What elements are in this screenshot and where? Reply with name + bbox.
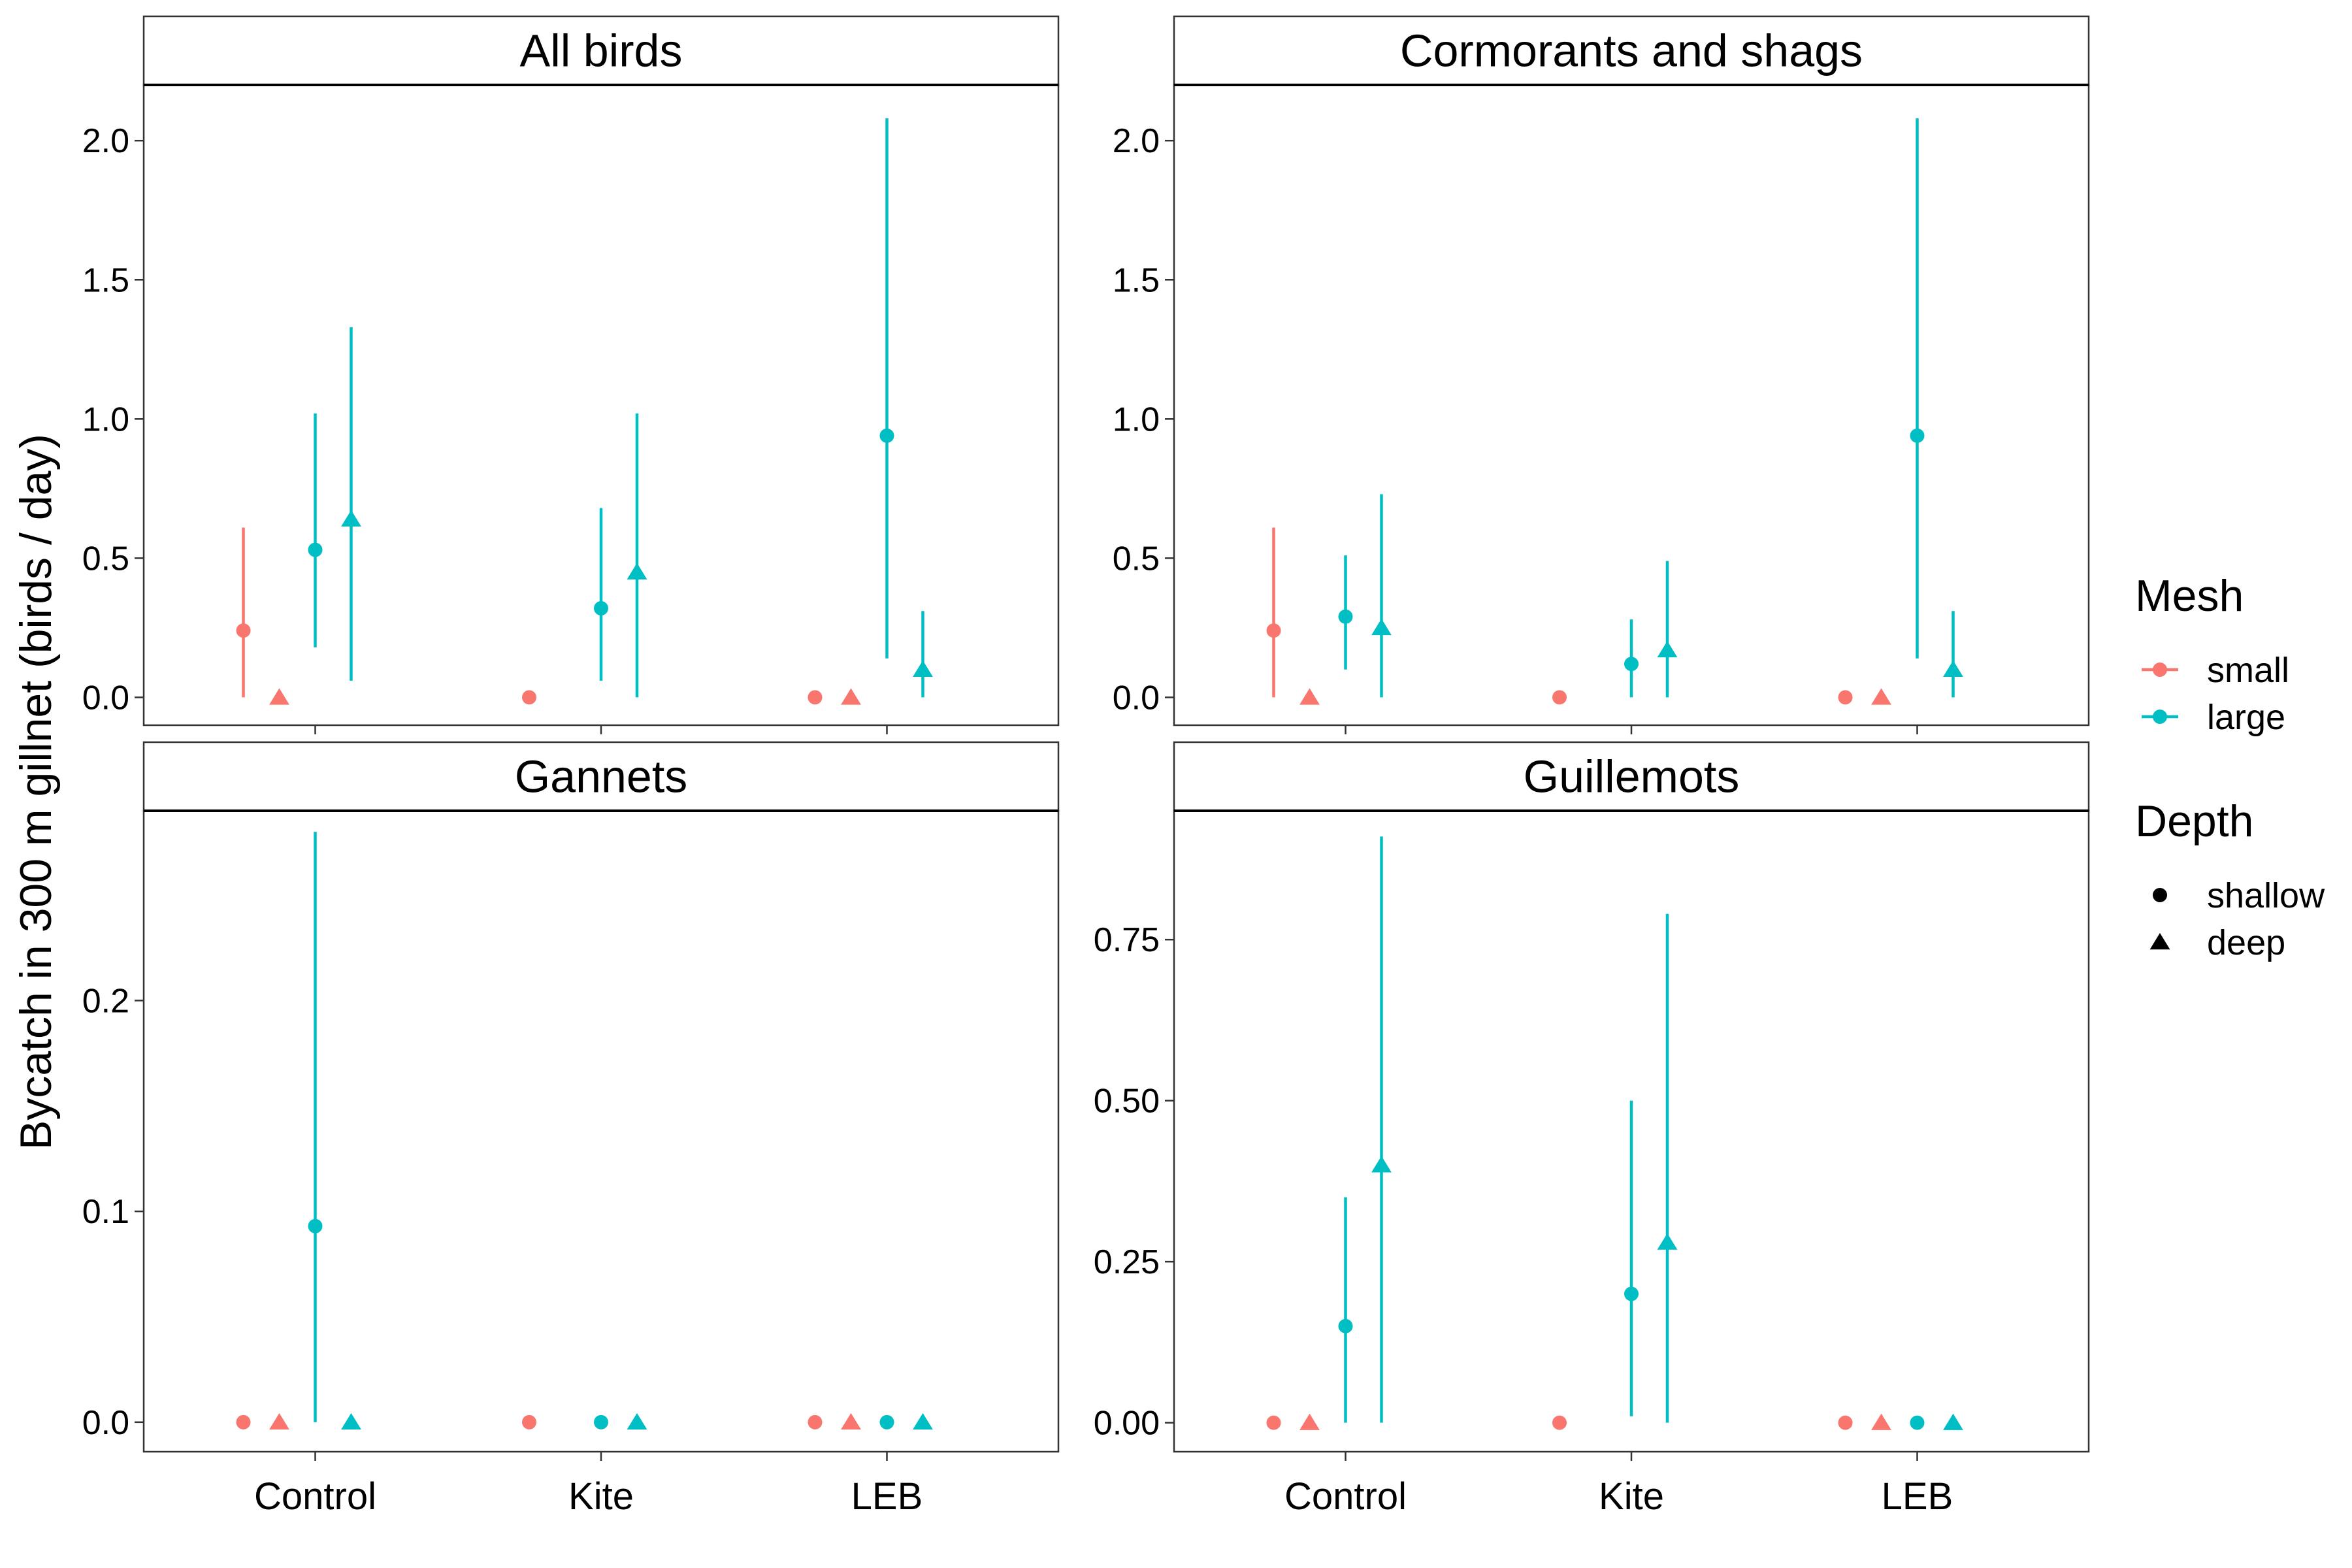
point-all-birds-control-large-deep (341, 510, 361, 527)
panel-guillemots: Guillemots 0.00 0.25 0.50 0.75 Control Kite LEB (1094, 741, 2090, 1518)
point-guillemots-control-large-shallow (1338, 1318, 1353, 1333)
point-cormorants-and-shags-control-small-shallow (1266, 623, 1281, 638)
y-tick-label: 0.00 (1094, 1405, 1160, 1443)
point-gannets-kite-large-deep (627, 1413, 647, 1430)
point-all-birds-leb-large-deep (913, 660, 933, 677)
y-tick-label: 0.1 (82, 1193, 129, 1231)
y-tick-label: 0.5 (1113, 540, 1160, 578)
point-all-birds-leb-small-shallow (808, 690, 823, 705)
point-gannets-leb-large-shallow (879, 1414, 894, 1429)
point-all-birds-control-small-deep (269, 688, 289, 705)
panel-all-birds: All birds 0.0 0.5 1.0 1.5 2.0 (82, 15, 1060, 734)
point-guillemots-leb-large-deep (1943, 1413, 1963, 1430)
y-tick-label: 1.0 (1113, 400, 1160, 438)
point-guillemots-control-small-shallow (1266, 1415, 1281, 1430)
point-all-birds-leb-large-shallow (879, 428, 894, 443)
legend-title-depth: Depth (2135, 796, 2253, 846)
y-tick-label: 0.5 (82, 540, 129, 578)
point-cormorants-and-shags-control-small-deep (1299, 688, 1320, 705)
y-tick-label: 0.75 (1094, 921, 1160, 959)
point-guillemots-kite-large-deep (1657, 1233, 1678, 1250)
point-cormorants-and-shags-kite-small-shallow (1552, 690, 1567, 705)
point-cormorants-and-shags-control-large-deep (1371, 618, 1392, 636)
legend-title-mesh: Mesh (2135, 571, 2244, 621)
x-tick-label-control: Control (254, 1475, 376, 1518)
point-guillemots-control-small-deep (1299, 1413, 1320, 1430)
strip-background (142, 741, 1060, 812)
legend-label-large: large (2207, 698, 2285, 737)
point-gannets-control-large-shallow (308, 1218, 323, 1233)
point-cormorants-and-shags-control-large-shallow (1338, 609, 1353, 624)
point-gannets-leb-small-shallow (808, 1414, 823, 1429)
x-tick-label-control: Control (1284, 1475, 1407, 1518)
strip-background (1173, 15, 2090, 86)
strip-title: Guillemots (1524, 751, 1740, 802)
point-all-birds-control-small-shallow (236, 623, 251, 638)
point-guillemots-control-large-deep (1371, 1156, 1392, 1173)
y-tick-label: 0.2 (82, 982, 129, 1020)
point-gannets-control-small-deep (269, 1413, 289, 1430)
strip-background (1173, 741, 2090, 812)
point-gannets-control-small-shallow (236, 1414, 251, 1429)
point-guillemots-leb-large-shallow (1910, 1415, 1925, 1430)
point-all-birds-kite-large-deep (627, 563, 647, 580)
legend-key-shallow (2153, 888, 2167, 902)
strip-title: All birds (520, 25, 683, 76)
point-gannets-control-large-deep (341, 1413, 361, 1430)
point-gannets-kite-large-shallow (594, 1414, 608, 1429)
panel-cormorants-and-shags: Cormorants and shags 0.0 0.5 1.0 1.5 2.0 (1113, 15, 2090, 734)
legend-label-deep: deep (2207, 923, 2285, 962)
point-guillemots-leb-small-shallow (1838, 1415, 1853, 1430)
y-tick-label: 0.25 (1094, 1243, 1160, 1281)
y-tick-label: 0.0 (82, 1404, 129, 1442)
point-all-birds-leb-small-deep (841, 688, 861, 705)
y-axis-title: Bycatch in 300 m gillnet (birds / day) (11, 434, 61, 1150)
point-cormorants-and-shags-kite-large-deep (1657, 640, 1678, 658)
point-gannets-leb-small-deep (841, 1413, 861, 1430)
point-all-birds-kite-large-shallow (594, 601, 608, 616)
y-tick-label: 2.0 (82, 122, 129, 160)
point-all-birds-control-large-shallow (308, 542, 323, 557)
x-tick-label-kite: Kite (1599, 1475, 1664, 1518)
x-tick-label-kite: Kite (568, 1475, 634, 1518)
strip-title: Cormorants and shags (1400, 25, 1863, 76)
legend: Mesh small large Depth shallow deep (2135, 571, 2325, 962)
strip-background (142, 15, 1060, 86)
point-guillemots-leb-small-deep (1871, 1413, 1891, 1430)
x-tick-label-leb: LEB (1882, 1475, 1953, 1518)
legend-key-point-small (2153, 662, 2167, 677)
point-guillemots-kite-small-shallow (1552, 1415, 1567, 1430)
point-cormorants-and-shags-leb-small-deep (1871, 688, 1891, 705)
panel-gannets: Gannets 0.0 0.1 0.2 Control Kite LEB (82, 741, 1060, 1518)
y-tick-label: 0.50 (1094, 1083, 1160, 1120)
point-cormorants-and-shags-kite-large-shallow (1624, 657, 1639, 672)
legend-key-point-large (2153, 710, 2167, 724)
y-tick-label: 1.5 (82, 261, 129, 299)
legend-label-shallow: shallow (2207, 876, 2325, 915)
point-gannets-leb-large-deep (913, 1413, 933, 1430)
point-guillemots-kite-large-shallow (1624, 1286, 1639, 1301)
legend-label-small: small (2207, 651, 2289, 690)
y-tick-label: 1.5 (1113, 261, 1160, 299)
y-tick-label: 2.0 (1113, 122, 1160, 160)
y-tick-label: 0.0 (1113, 679, 1160, 717)
y-tick-label: 1.0 (82, 400, 129, 438)
point-cormorants-and-shags-leb-large-shallow (1910, 428, 1925, 443)
point-all-birds-kite-small-shallow (522, 690, 536, 705)
legend-key-deep (2149, 933, 2170, 950)
x-tick-label-leb: LEB (851, 1475, 923, 1518)
y-tick-label: 0.0 (82, 679, 129, 717)
point-cormorants-and-shags-leb-large-deep (1943, 660, 1963, 677)
strip-title: Gannets (515, 751, 688, 802)
point-cormorants-and-shags-leb-small-shallow (1838, 690, 1853, 705)
point-gannets-kite-small-shallow (522, 1414, 536, 1429)
